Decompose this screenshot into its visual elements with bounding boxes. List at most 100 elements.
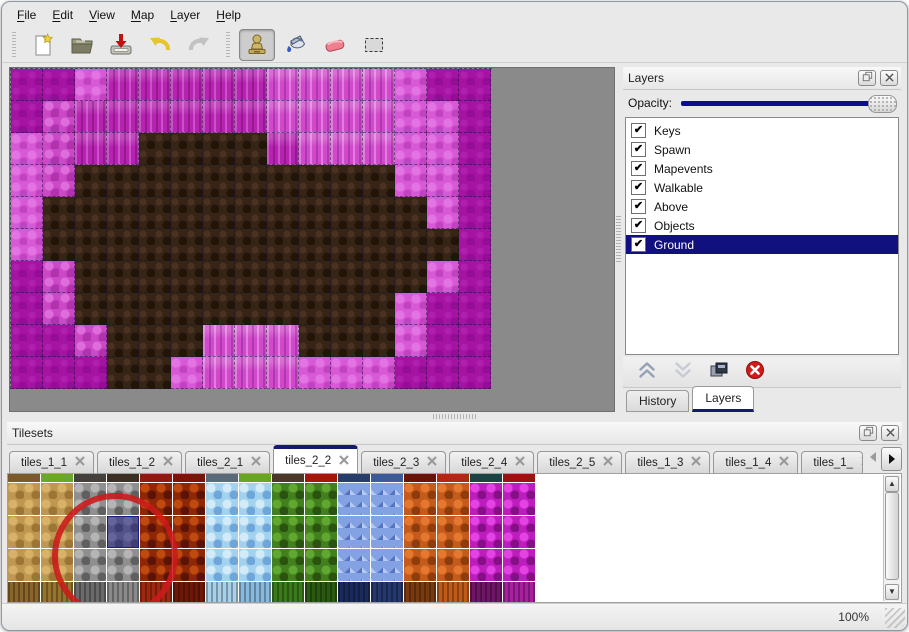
map-tile[interactable]: [139, 261, 171, 293]
map-tile[interactable]: [235, 197, 267, 229]
tileset-tile[interactable]: [41, 474, 73, 482]
tileset-tile[interactable]: [470, 549, 502, 581]
map-tile[interactable]: [43, 357, 75, 389]
map-tile[interactable]: [75, 261, 107, 293]
map-tile[interactable]: [171, 261, 203, 293]
map-tile[interactable]: [235, 261, 267, 293]
tileset-tile[interactable]: [8, 516, 40, 548]
vertical-splitter[interactable]: [615, 67, 623, 412]
map-tile[interactable]: [203, 101, 235, 133]
map-tile[interactable]: [363, 133, 395, 165]
map-tile[interactable]: [427, 261, 459, 293]
scroll-up-icon[interactable]: ▲: [885, 476, 899, 492]
tileset-tile[interactable]: [503, 483, 535, 515]
map-tile[interactable]: [107, 261, 139, 293]
map-tile[interactable]: [427, 165, 459, 197]
layer-visibility-checkbox[interactable]: ✔: [631, 237, 646, 252]
map-tile[interactable]: [363, 69, 395, 101]
map-tile[interactable]: [11, 293, 43, 325]
tileset-tile[interactable]: [371, 582, 403, 602]
map-tile[interactable]: [43, 133, 75, 165]
layer-row-objects[interactable]: ✔ Objects: [626, 216, 898, 235]
tileset-tab-tiles_1_1[interactable]: tiles_1_1: [9, 451, 95, 473]
map-tile[interactable]: [363, 197, 395, 229]
tileset-tile[interactable]: [173, 483, 205, 515]
tileset-tile[interactable]: [8, 549, 40, 581]
map-tile[interactable]: [75, 69, 107, 101]
map-tile[interactable]: [139, 293, 171, 325]
map-tile[interactable]: [331, 325, 363, 357]
tileset-tile[interactable]: [371, 483, 403, 515]
map-tile[interactable]: [363, 165, 395, 197]
map-tile[interactable]: [363, 325, 395, 357]
map-tile[interactable]: [139, 357, 171, 389]
map-tile[interactable]: [139, 197, 171, 229]
map-tile[interactable]: [171, 165, 203, 197]
map-tile[interactable]: [267, 101, 299, 133]
tileset-vertical-scrollbar[interactable]: ▲ ▼: [883, 475, 900, 601]
tileset-tile[interactable]: [305, 549, 337, 581]
map-tile[interactable]: [11, 357, 43, 389]
map-tile[interactable]: [299, 69, 331, 101]
map-tile[interactable]: [171, 229, 203, 261]
tab-close-icon[interactable]: [427, 456, 438, 469]
tileset-tab-tiles_2_2[interactable]: tiles_2_2: [273, 445, 359, 473]
tileset-tile[interactable]: [470, 483, 502, 515]
tileset-tile[interactable]: [437, 549, 469, 581]
resize-grip[interactable]: [885, 608, 905, 628]
close-panel-button[interactable]: [881, 425, 899, 441]
map-tile[interactable]: [299, 325, 331, 357]
tileset-tile[interactable]: [272, 582, 304, 602]
map-tile[interactable]: [395, 357, 427, 389]
map-tile[interactable]: [235, 325, 267, 357]
map-tile[interactable]: [107, 357, 139, 389]
menu-item-view[interactable]: View: [89, 7, 115, 22]
map-tile[interactable]: [203, 229, 235, 261]
toolbar-grip[interactable]: [224, 31, 232, 58]
tileset-tile[interactable]: [173, 474, 205, 482]
map-tile[interactable]: [75, 133, 107, 165]
layer-visibility-checkbox[interactable]: ✔: [631, 218, 646, 233]
map-tile[interactable]: [299, 197, 331, 229]
tileset-tile[interactable]: [41, 483, 73, 515]
layer-visibility-checkbox[interactable]: ✔: [631, 123, 646, 138]
map-tile[interactable]: [363, 357, 395, 389]
tileset-tile[interactable]: [503, 549, 535, 581]
tileset-tile[interactable]: [305, 483, 337, 515]
map-tile[interactable]: [267, 325, 299, 357]
map-tile[interactable]: [459, 293, 491, 325]
map-tile[interactable]: [395, 325, 427, 357]
map-tile[interactable]: [43, 325, 75, 357]
map-tile[interactable]: [267, 357, 299, 389]
tileset-tile[interactable]: [272, 483, 304, 515]
tileset-tile[interactable]: [404, 483, 436, 515]
map-tile[interactable]: [203, 69, 235, 101]
redo-button[interactable]: [181, 29, 217, 61]
map-tile[interactable]: [331, 197, 363, 229]
tab-layers[interactable]: Layers: [692, 386, 755, 412]
map-tile[interactable]: [11, 133, 43, 165]
tileset-tile[interactable]: [338, 582, 370, 602]
map-tile[interactable]: [107, 165, 139, 197]
map-tile[interactable]: [299, 165, 331, 197]
layer-row-mapevents[interactable]: ✔ Mapevents: [626, 159, 898, 178]
tileset-tile[interactable]: [239, 549, 271, 581]
float-panel-button[interactable]: [858, 70, 876, 86]
tileset-tile[interactable]: [272, 516, 304, 548]
tileset-tile[interactable]: [107, 474, 139, 482]
tileset-tile[interactable]: [371, 516, 403, 548]
map-tile[interactable]: [43, 229, 75, 261]
tileset-tile[interactable]: [470, 582, 502, 602]
layer-visibility-checkbox[interactable]: ✔: [631, 180, 646, 195]
map-tile[interactable]: [459, 133, 491, 165]
map-tile[interactable]: [107, 69, 139, 101]
tab-close-icon[interactable]: [163, 456, 173, 469]
map-tile[interactable]: [139, 133, 171, 165]
map-tile[interactable]: [235, 101, 267, 133]
tileset-tile[interactable]: [305, 474, 337, 482]
map-tile[interactable]: [203, 293, 235, 325]
map-tile[interactable]: [235, 133, 267, 165]
map-tile[interactable]: [459, 101, 491, 133]
raise-layer-button[interactable]: [637, 361, 657, 384]
map-tile[interactable]: [299, 229, 331, 261]
